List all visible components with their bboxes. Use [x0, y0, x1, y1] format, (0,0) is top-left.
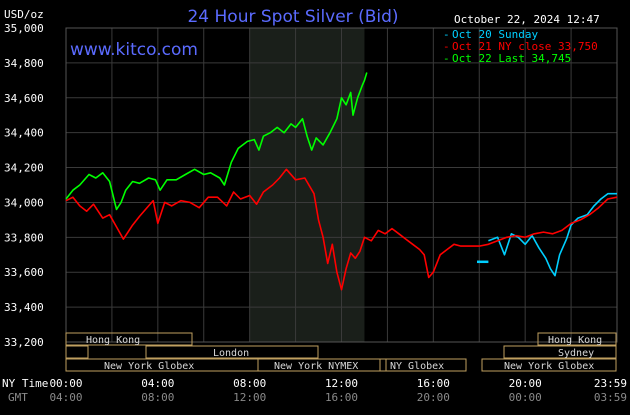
market-label-new-york-nymex: New York NYMEX [274, 361, 358, 372]
x-tick-label: 12:00 [325, 377, 358, 390]
y-tick-label: 34,000 [4, 196, 44, 209]
gmt-tick-label: 00:00 [509, 391, 542, 404]
chart-title: 24 Hour Spot Silver (Bid) [187, 7, 398, 27]
market-box-new-york-globex-right [481, 358, 617, 372]
market-label-new-york-globex: New York Globex [104, 361, 194, 372]
market-label-sydney: Sydney [558, 348, 594, 359]
legend-marker-last: - [443, 52, 450, 65]
market-box-hong-kong-left-2 [65, 345, 89, 359]
timestamp: October 22, 2024 12:47 [454, 13, 600, 26]
x-axis-ticks: 00:0004:0004:0008:0008:0012:0012:0016:00… [49, 377, 627, 404]
x-axis-label-ny: NY Time [2, 377, 48, 390]
market-box-london [145, 345, 319, 359]
series-line-1 [65, 168, 618, 291]
x-tick-label: 04:00 [141, 377, 174, 390]
website-label: www.kitco.com [70, 40, 198, 60]
plot-frame [65, 27, 618, 343]
x-tick-label: 08:00 [233, 377, 266, 390]
y-tick-label: 34,200 [4, 162, 44, 175]
market-label-london: London [213, 348, 249, 359]
y-tick-label: 33,600 [4, 266, 44, 279]
gmt-tick-label: 16:00 [325, 391, 358, 404]
market-label-ny-globex: NY Globex [390, 361, 444, 372]
market-box-hong-kong-left [65, 332, 193, 346]
x-tick-label: 16:00 [417, 377, 450, 390]
market-box-hong-kong-right [537, 332, 617, 346]
y-tick-label: 33,200 [4, 336, 44, 349]
series-layer [65, 72, 618, 291]
market-label-hong-kong-left: Hong Kong [86, 335, 140, 346]
y-tick-label: 34,800 [4, 57, 44, 70]
chart-legend: - Oct 20 Sunday - Oct 21 NY close 33,750… [443, 28, 598, 65]
y-tick-label: 34,600 [4, 92, 44, 105]
legend-ny-close: Oct 21 NY close 33,750 [452, 40, 598, 53]
x-axis-label-gmt: GMT [8, 391, 28, 404]
legend-marker-ny-close: - [443, 40, 450, 53]
legend-sunday: Oct 20 Sunday [452, 28, 538, 41]
x-tick-label: 20:00 [509, 377, 542, 390]
legend-last: Oct 22 Last 34,745 [452, 52, 571, 65]
market-sessions [65, 332, 617, 372]
market-box-ny-globex [385, 358, 467, 372]
series-line-2 [65, 72, 368, 211]
market-box-new-york-nymex [257, 358, 381, 372]
market-label-new-york-globex-right: New York Globex [504, 361, 594, 372]
legend-marker-sunday: - [443, 28, 450, 41]
y-unit-label: USD/oz [4, 8, 44, 21]
market-label-hong-kong-right: Hong Kong [548, 335, 602, 346]
market-box-sydney [503, 345, 617, 359]
gmt-tick-label: 20:00 [417, 391, 450, 404]
gmt-tick-label: 12:00 [233, 391, 266, 404]
y-tick-label: 34,400 [4, 127, 44, 140]
trading-hours-shade [249, 28, 365, 342]
gmt-tick-label: 04:00 [49, 391, 82, 404]
series-line-3 [488, 192, 617, 277]
gmt-tick-label: 03:59 [594, 391, 627, 404]
y-tick-label: 33,400 [4, 301, 44, 314]
gmt-tick-label: 08:00 [141, 391, 174, 404]
y-tick-label: 35,000 [4, 22, 44, 35]
y-tick-label: 33,800 [4, 231, 44, 244]
y-axis-ticks: 35,000 34,800 34,600 34,400 34,200 34,000 33,8… [4, 22, 44, 349]
x-tick-label: 23:59 [594, 377, 627, 390]
x-tick-label: 00:00 [49, 377, 82, 390]
